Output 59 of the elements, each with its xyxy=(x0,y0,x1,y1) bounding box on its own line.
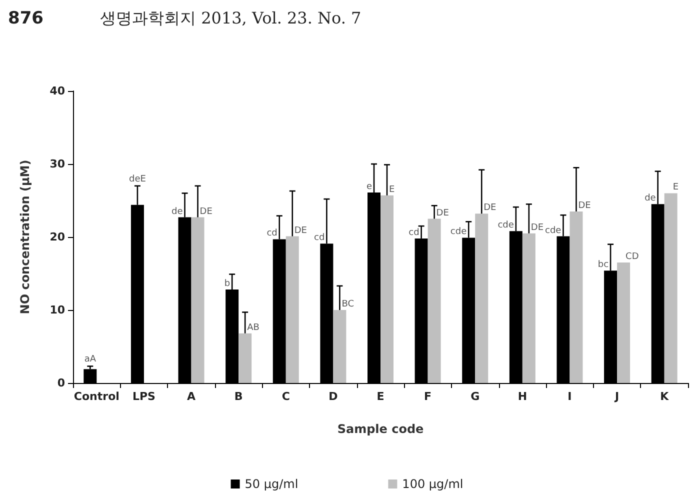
x-tick-label: B xyxy=(234,390,243,403)
data-label: cd xyxy=(408,228,420,238)
x-tick-label: J xyxy=(614,390,620,403)
bar xyxy=(380,195,394,383)
x-tick-label: G xyxy=(470,390,480,403)
data-label: DE xyxy=(578,200,592,211)
y-axis-title: NO concentration (μM) xyxy=(18,160,32,314)
data-label: DE xyxy=(484,203,497,214)
y-tick-label: 40 xyxy=(50,84,66,98)
data-label: cde xyxy=(450,227,468,238)
x-tick-label: I xyxy=(568,390,572,403)
bar xyxy=(570,211,583,383)
data-label: deE xyxy=(128,174,146,184)
x-tick-label: C xyxy=(282,390,290,403)
data-label: cd xyxy=(314,233,325,244)
bar xyxy=(664,193,678,383)
bar xyxy=(522,233,536,383)
text: 876 xyxy=(8,8,44,28)
data-label: cde xyxy=(545,226,562,236)
x-axis-title: Sample code xyxy=(337,422,424,436)
data-label: b xyxy=(224,279,230,290)
data-label: aA xyxy=(84,354,97,365)
data-label: E xyxy=(672,182,679,193)
data-label: de xyxy=(172,206,184,217)
text: 생명과학회지 2013, Vol. 23. No. 7 xyxy=(100,8,362,28)
bar xyxy=(286,236,299,383)
bar xyxy=(333,310,346,383)
data-label: de xyxy=(644,194,656,204)
x-tick-label: F xyxy=(424,390,432,403)
x-tick-label: Control xyxy=(74,390,120,403)
y-tick-label: 0 xyxy=(57,376,66,390)
y-tick-label: 20 xyxy=(50,230,66,244)
x-tick-label: H xyxy=(518,390,528,403)
x-tick-label: K xyxy=(660,390,670,403)
y-tick-label: 10 xyxy=(50,304,66,316)
x-tick-label: A xyxy=(187,390,196,403)
legend-label: 100 μg/ml xyxy=(402,477,464,491)
data-label: AB xyxy=(247,322,260,333)
x-tick-label: D xyxy=(328,390,338,403)
data-label: E xyxy=(389,184,395,195)
data-label: bc xyxy=(598,260,609,270)
data-label: e xyxy=(366,182,372,192)
data-label: cde xyxy=(498,220,514,231)
x-tick-label: LPS xyxy=(132,390,156,403)
data-label: DE xyxy=(200,206,213,217)
x-tick-label: E xyxy=(376,390,384,403)
bar xyxy=(191,217,204,383)
data-label: CD xyxy=(626,252,639,262)
bar xyxy=(617,262,630,383)
bar xyxy=(238,333,252,383)
data-label: cd xyxy=(266,228,278,239)
bar xyxy=(475,214,488,383)
data-label: DE xyxy=(530,222,544,233)
y-tick-label: 30 xyxy=(50,158,66,170)
data-label: DE xyxy=(436,208,450,218)
data-label: BC xyxy=(342,300,354,310)
data-label: DE xyxy=(294,226,308,236)
bar xyxy=(428,218,441,383)
legend-label: 50 μg/ml xyxy=(244,477,298,491)
